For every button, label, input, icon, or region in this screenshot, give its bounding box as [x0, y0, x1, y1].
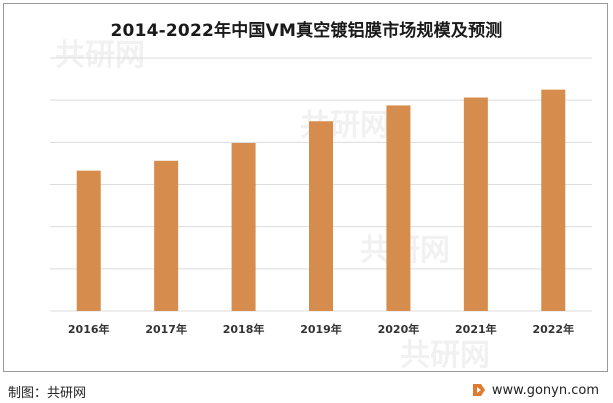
website-url: www.gonyn.com [491, 382, 599, 398]
bar-2020年 [386, 105, 411, 311]
bar-2022年 [541, 89, 566, 311]
x-tick-label: 2021年 [455, 322, 497, 336]
x-tick-label: 2020年 [378, 322, 420, 336]
gonyn-logo-icon [472, 384, 485, 396]
source-label: 制图：共研网 [8, 386, 87, 401]
x-tick-label: 2019年 [300, 322, 342, 336]
footer: 制图：共研网 www.gonyn.com [0, 375, 613, 403]
watermark-top-left: 共研网 [55, 38, 145, 73]
chart-title: 2014-2022年中国VM真空镀铝膜市场规模及预测 [110, 21, 503, 41]
watermark-bottom: 共研网 [400, 338, 490, 373]
x-tick-label: 2018年 [223, 322, 265, 336]
x-tick-label: 2016年 [68, 322, 110, 336]
x-tick-labels: 2016年 2017年 2018年 2019年 2020年 2021年 2022年 [68, 322, 574, 336]
bar-2018年 [231, 142, 256, 311]
bar-2017年 [154, 160, 179, 311]
bar-2016年 [76, 170, 101, 311]
x-tick-label: 2022年 [532, 322, 574, 336]
bar-2019年 [309, 121, 333, 311]
x-tick-label: 2017年 [145, 322, 187, 336]
website: www.gonyn.com [471, 382, 599, 398]
bar-2021年 [463, 97, 488, 311]
bars [76, 89, 566, 311]
